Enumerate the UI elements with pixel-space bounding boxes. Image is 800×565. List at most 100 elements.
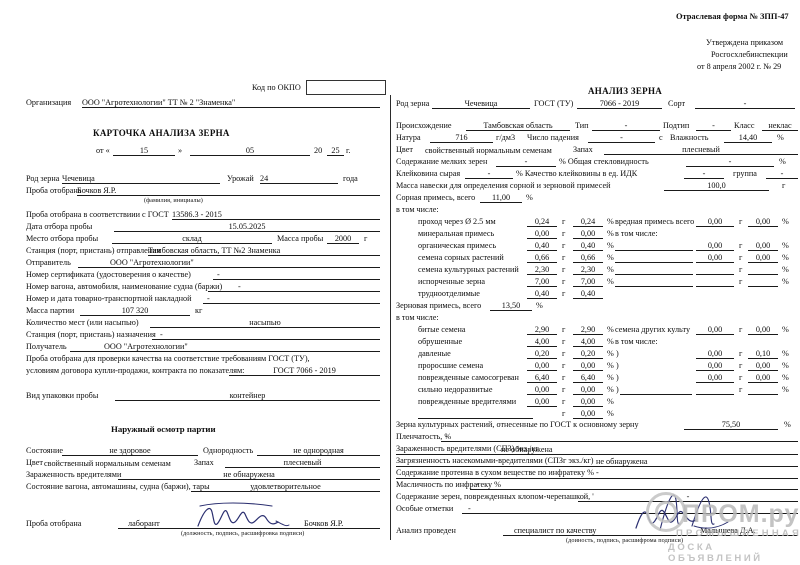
weigh-value[interactable]: 100,0 (664, 180, 769, 191)
color-value[interactable]: свойственный нормальным семенам (44, 459, 171, 468)
wagon-state-value[interactable]: удовлетворительное (191, 481, 380, 492)
harmful-row-pct-3[interactable] (748, 276, 778, 287)
date-year[interactable]: 25 (327, 145, 344, 156)
harmful-row-pct-1[interactable]: 0,00 (748, 252, 778, 263)
purpose-value[interactable]: ГОСТ 7066 - 2019 (229, 365, 380, 376)
other-row-g-1[interactable]: 0,00 (696, 360, 734, 371)
grain-row-pct-6[interactable]: 0,00 (573, 396, 603, 407)
trash-row-pct-0[interactable]: 0,24 (573, 216, 603, 227)
trash-row-g-0[interactable]: 0,24 (527, 216, 557, 227)
trash-row-pct-2[interactable]: 0,40 (573, 240, 603, 251)
class-value[interactable]: неклас (762, 120, 798, 131)
trash-row-pct-1[interactable]: 0,00 (573, 228, 603, 239)
husk-value[interactable]: - (441, 431, 798, 442)
pests-value[interactable]: не обнаружена (118, 469, 380, 480)
other-row-pct-1[interactable]: 0,00 (748, 360, 778, 371)
other-row-g-2[interactable]: 0,00 (696, 372, 734, 383)
grain-row-pct-2[interactable]: 0,20 (573, 348, 603, 359)
trash-row-pct-5[interactable]: 7,00 (573, 276, 603, 287)
uniformity-value[interactable]: не однородная (257, 445, 380, 456)
gluten-idk-value[interactable]: - (684, 168, 724, 179)
harmful-row-g-0[interactable]: 0,00 (696, 240, 734, 251)
trash-row-g-4[interactable]: 2,30 (527, 264, 557, 275)
row-value-wagon-no[interactable]: - (208, 281, 380, 292)
okpo-input[interactable] (306, 80, 386, 95)
grain-row-pct-4[interactable]: 6,40 (573, 372, 603, 383)
row-value-sender[interactable]: ООО "Агротехнологии" (78, 257, 380, 268)
other-row-pct-2[interactable]: 0,00 (748, 372, 778, 383)
harmful-blank-line-1[interactable] (615, 264, 693, 275)
row-value-gost[interactable]: 13586.3 - 2015 (172, 209, 380, 220)
packing-value[interactable]: контейнер (115, 390, 380, 401)
row-value-certificate[interactable]: - (213, 269, 380, 280)
other-row-g-3[interactable] (696, 384, 734, 395)
grain-kind-value[interactable]: Чечевица (62, 173, 220, 184)
pest-value[interactable]: не обнаружена (501, 445, 553, 454)
harmful-row-pct-0[interactable]: 0,00 (748, 240, 778, 251)
grain-row-g-1[interactable]: 4,00 (527, 336, 557, 347)
row-value-lot-mass[interactable]: 107 320 (80, 305, 190, 316)
row-value-sample-date[interactable]: 15.05.2025 (114, 221, 380, 232)
gluten-value[interactable]: - (465, 168, 513, 179)
grain-row-g-4[interactable]: 6,40 (527, 372, 557, 383)
grain-row-g-6[interactable]: 0,00 (527, 396, 557, 407)
nature-value[interactable]: 716 (430, 132, 493, 143)
trash-row-g-1[interactable]: 0,00 (527, 228, 557, 239)
harmful-blank-line-2[interactable] (615, 276, 693, 287)
type-value[interactable]: - (592, 120, 660, 131)
row-value-destination[interactable]: - (152, 329, 380, 340)
row-value-departure[interactable]: Тамбовская область, ТТ №2 Знаменка (148, 245, 380, 256)
moisture-value[interactable]: 14,40 (724, 132, 772, 143)
harmful-blank-line-3[interactable] (615, 240, 693, 251)
right-grain-kind-value[interactable]: Чечевица (432, 98, 530, 109)
trash-total-value[interactable]: 11,00 (480, 192, 522, 203)
trash-row-pct-6[interactable]: 0,40 (573, 288, 603, 299)
grain-row-g-2[interactable]: 0,20 (527, 348, 557, 359)
row-value-receiver[interactable]: ООО "Агротехнологии" (70, 341, 380, 352)
grain-trash-total-value[interactable]: 13,50 (490, 300, 532, 311)
other-seeds-pct[interactable]: 0,00 (748, 324, 778, 335)
notes-value[interactable]: - (462, 503, 798, 514)
other-seeds-g[interactable]: 0,00 (696, 324, 734, 335)
grain-row-pct-7[interactable]: 0,00 (573, 408, 603, 419)
harmful-row-pct-2[interactable] (748, 264, 778, 275)
bug-value[interactable]: - (578, 491, 798, 502)
harmful-blank-line-0[interactable] (615, 252, 693, 263)
sampled-by-value[interactable]: Бочков Я.Р. (77, 185, 380, 196)
trash-row-pct-3[interactable]: 0,66 (573, 252, 603, 263)
vitreous-value[interactable]: - (686, 156, 774, 167)
harmful-row-g-1[interactable]: 0,00 (696, 252, 734, 263)
trash-row-g-6[interactable]: 0,40 (527, 288, 557, 299)
grain-row-pct-3[interactable]: 0,00 (573, 360, 603, 371)
analysis-sign-line[interactable] (503, 525, 798, 536)
trash-row-g-5[interactable]: 7,00 (527, 276, 557, 287)
harmful-row-g-3[interactable] (696, 276, 734, 287)
harmful-pct[interactable]: 0,00 (748, 216, 778, 227)
right-color-value[interactable]: свойственный нормальным семенам (425, 146, 552, 155)
grain-row-g-0[interactable]: 2,90 (527, 324, 557, 335)
gluten-group-value[interactable]: - (766, 168, 798, 179)
harmful-g[interactable]: 0,00 (696, 216, 734, 227)
trash-row-g-3[interactable]: 0,66 (527, 252, 557, 263)
grain-row-blank-7[interactable] (418, 408, 533, 419)
right-gost-value[interactable]: 7066 - 2019 (577, 98, 662, 109)
harmful-row-g-2[interactable] (696, 264, 734, 275)
grain-row-g-3[interactable]: 0,00 (527, 360, 557, 371)
date-month[interactable]: 05 (190, 145, 310, 156)
organization-value[interactable]: ООО "Агротехнологии" ТТ № 2 "Знаменка" (82, 97, 380, 108)
harvest-value[interactable]: 24 (260, 173, 338, 184)
date-day[interactable]: 15 (113, 145, 175, 156)
origin-value[interactable]: Тамбовская область (466, 120, 570, 131)
main-grain-value[interactable]: 75,50 (684, 419, 778, 430)
small-grain-value[interactable]: - (496, 156, 556, 167)
other-row-pct-3[interactable] (748, 384, 778, 395)
smell-value[interactable]: плесневый (225, 457, 380, 468)
grain-row-pct-5[interactable]: 0,00 (573, 384, 603, 395)
falling-value[interactable]: - (588, 132, 655, 143)
left-sign-line[interactable] (118, 518, 380, 529)
state-value[interactable]: не здоровое (62, 445, 198, 456)
right-smell-value[interactable]: плесневый (604, 144, 798, 155)
grain-row-pct-0[interactable]: 2,90 (573, 324, 603, 335)
other-blank-line-0[interactable] (620, 384, 692, 395)
trash-row-pct-4[interactable]: 2,30 (573, 264, 603, 275)
